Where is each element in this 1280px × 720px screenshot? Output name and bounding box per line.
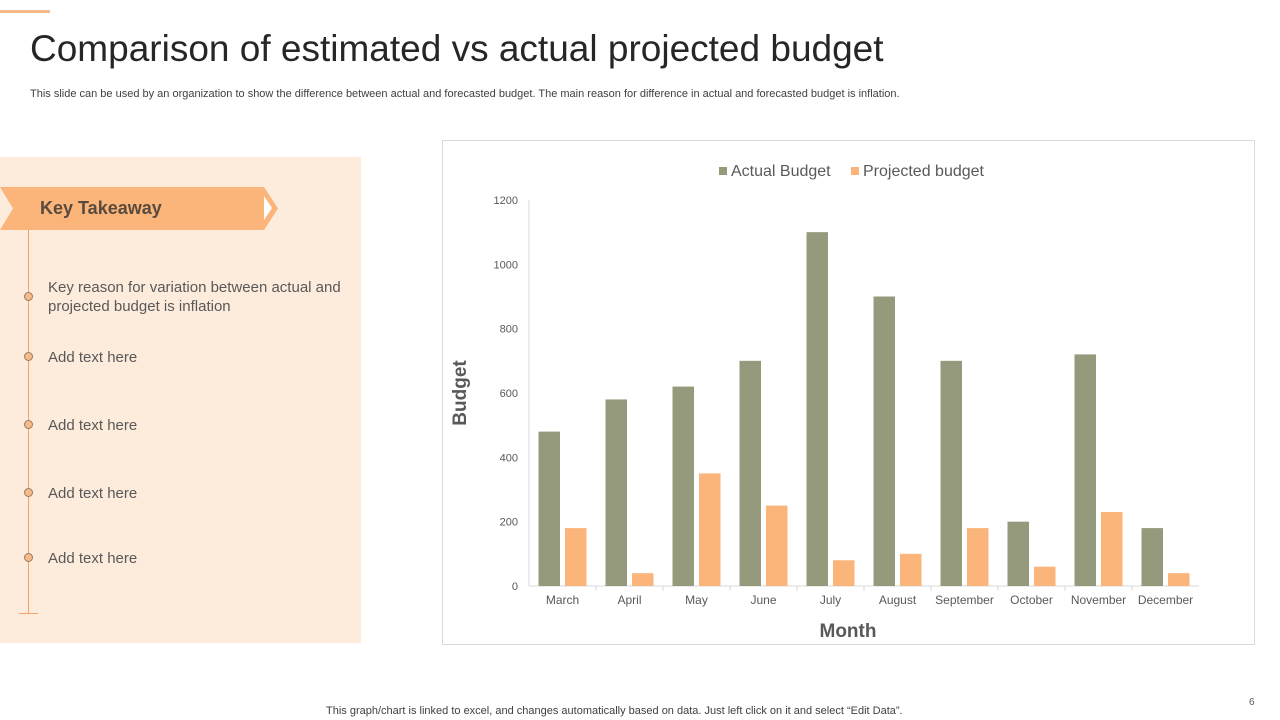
legend-label: Projected budget xyxy=(863,163,985,180)
slide-subtitle: This slide can be used by an organizatio… xyxy=(30,88,900,100)
takeaway-item: Add text here xyxy=(48,417,138,434)
footer-note: This graph/chart is linked to excel, and… xyxy=(326,705,903,717)
ribbon-notch xyxy=(264,196,272,220)
timeline-foot xyxy=(19,613,38,614)
budget-bar-chart[interactable]: 0 200 400 600 800 1000 1200 March April May June Ju… xyxy=(442,140,1255,645)
bar-projected-budget[interactable] xyxy=(632,573,654,586)
legend-swatch xyxy=(719,167,727,175)
bar-actual-budget[interactable] xyxy=(1141,528,1164,586)
y-tick-label: 1200 xyxy=(494,195,518,207)
bar-projected-budget[interactable] xyxy=(900,553,922,586)
y-tick-label: 800 xyxy=(500,324,518,336)
title-accent-line xyxy=(0,10,50,13)
y-tick-label: 400 xyxy=(500,452,518,464)
bar-actual-budget[interactable] xyxy=(605,399,628,586)
bullet-dot xyxy=(24,292,33,301)
bullet-dot xyxy=(24,420,33,429)
bar-projected-budget[interactable] xyxy=(1101,512,1123,586)
bullet-dot xyxy=(24,352,33,361)
bar-actual-budget[interactable] xyxy=(940,360,963,586)
page-number: 6 xyxy=(1249,697,1255,708)
takeaway-item: Key reason for variation between actual … xyxy=(48,279,341,315)
legend-label: Actual Budget xyxy=(731,163,831,180)
bar-projected-budget[interactable] xyxy=(967,528,989,586)
bar-actual-budget[interactable] xyxy=(538,431,561,586)
x-tick-label: July xyxy=(820,593,841,607)
bar-actual-budget[interactable] xyxy=(1007,521,1030,586)
slide-title: Comparison of estimated vs actual projec… xyxy=(30,28,884,69)
x-tick-label: March xyxy=(546,593,579,607)
bar-projected-budget[interactable] xyxy=(833,560,855,586)
x-tick-label: April xyxy=(617,593,641,607)
takeaway-ribbon xyxy=(0,187,278,230)
x-tick-label: November xyxy=(1071,593,1126,607)
takeaway-item: Add text here xyxy=(48,550,138,567)
takeaway-heading: Key Takeaway xyxy=(40,198,162,218)
x-tick-label: August xyxy=(879,593,917,607)
x-tick-label: September xyxy=(935,593,994,607)
bar-projected-budget[interactable] xyxy=(766,505,788,586)
bar-actual-budget[interactable] xyxy=(806,232,829,586)
takeaway-item: Add text here xyxy=(48,349,138,366)
x-tick-label: October xyxy=(1010,593,1053,607)
legend-swatch xyxy=(851,167,859,175)
y-tick-label: 200 xyxy=(500,517,518,529)
bar-projected-budget[interactable] xyxy=(699,473,721,586)
y-tick-label: 1000 xyxy=(494,259,518,271)
bar-projected-budget[interactable] xyxy=(565,528,587,586)
bar-actual-budget[interactable] xyxy=(873,296,896,587)
y-tick-label: 0 xyxy=(512,581,518,593)
y-tick-label: 600 xyxy=(500,388,518,400)
bullet-dot xyxy=(24,553,33,562)
bullet-dot xyxy=(24,488,33,497)
x-tick-label: May xyxy=(685,593,708,607)
bar-projected-budget[interactable] xyxy=(1034,566,1056,586)
takeaway-panel xyxy=(0,157,361,643)
x-axis-title: Month xyxy=(820,621,877,642)
x-tick-label: December xyxy=(1138,593,1193,607)
bar-actual-budget[interactable] xyxy=(1074,354,1097,586)
x-tick-label: June xyxy=(750,593,776,607)
bar-actual-budget[interactable] xyxy=(739,360,762,586)
bar-projected-budget[interactable] xyxy=(1168,573,1190,586)
y-axis-title: Budget xyxy=(450,360,471,426)
takeaway-item: Add text here xyxy=(48,485,138,502)
bar-actual-budget[interactable] xyxy=(672,386,695,586)
